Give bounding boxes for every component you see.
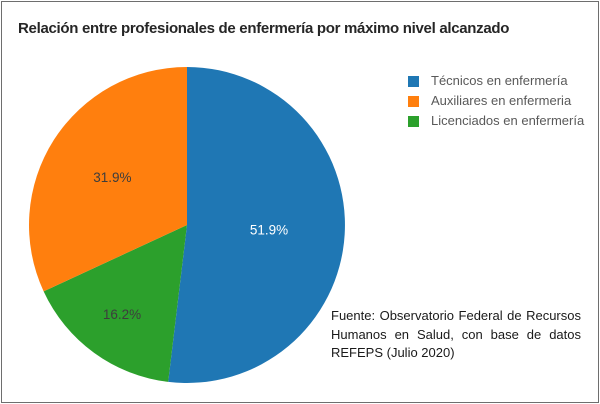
legend-item-label: Técnicos en enfermería <box>431 73 568 88</box>
legend-item-auxiliares: Auxiliares en enfermeria <box>408 94 584 108</box>
source-note: Fuente: Observatorio Federal de Recursos… <box>331 308 581 360</box>
legend-item-tecnicos: Técnicos en enfermería <box>408 74 584 88</box>
pie-slice-label: 31.9% <box>93 170 131 185</box>
chart-title: Relación entre profesionales de enfermer… <box>18 20 510 37</box>
pie-slice-0 <box>168 67 345 383</box>
legend: Técnicos en enfermería Auxiliares en enf… <box>408 74 584 128</box>
legend-swatch-orange-icon <box>408 95 419 107</box>
pie-slice-label: 16.2% <box>103 307 141 322</box>
legend-swatch-blue-icon <box>408 75 419 87</box>
pie-slice-1 <box>43 225 188 382</box>
legend-swatch-green-icon <box>408 115 419 127</box>
pie-slice-2 <box>29 67 187 292</box>
pie-slice-label: 51.9% <box>250 222 288 237</box>
legend-item-label: Licenciados en enfermería <box>431 113 585 128</box>
legend-item-label: Auxiliares en enfermeria <box>431 93 572 108</box>
legend-item-licenciados: Licenciados en enfermería <box>408 114 584 128</box>
